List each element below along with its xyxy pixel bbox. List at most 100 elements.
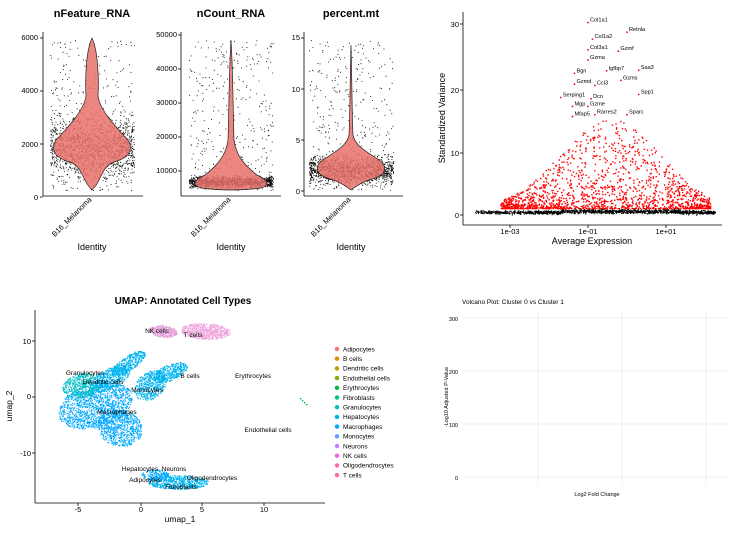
y-tick-label: 0 — [455, 211, 459, 220]
legend-swatch — [334, 434, 340, 439]
gene-label: Gzms — [623, 75, 638, 81]
gene-label: Saa3 — [641, 65, 654, 71]
y-tick-label: 2000 — [21, 140, 38, 149]
y-tick-label: 20000 — [156, 132, 177, 141]
x-tick-label: 0 — [139, 505, 143, 514]
y-tick-label: 0 — [34, 193, 38, 202]
umap-cluster-hepatocytes — [141, 469, 170, 482]
legend-label: T cells — [343, 472, 362, 479]
x-tick-label: -5 — [75, 505, 82, 514]
umap-cluster-fibroblasts — [148, 475, 209, 490]
gene-label: Ccl3 — [597, 80, 608, 86]
labeled-gene-point — [605, 69, 608, 72]
legend-label: Adipocytes — [343, 346, 376, 353]
y-tick-label: 15 — [292, 33, 300, 42]
legend-swatch — [334, 463, 340, 468]
legend-label: Hepatocytes — [343, 414, 380, 421]
labeled-gene-point — [559, 96, 562, 99]
gene-label: Col3a1 — [590, 45, 608, 51]
legend-swatch — [334, 405, 340, 410]
y-tick-label: 0 — [27, 392, 31, 401]
cluster-label: Neurons — [162, 466, 187, 473]
cluster-label: Monocytes — [131, 387, 163, 394]
labeled-gene-point — [573, 83, 576, 86]
y-tick-label: 200 — [449, 370, 458, 376]
non-variable-genes-marks — [475, 207, 716, 216]
legend-swatch — [334, 453, 340, 458]
labeled-gene-point — [587, 105, 589, 108]
labeled-gene-point — [593, 113, 596, 116]
legend-swatch — [334, 414, 340, 420]
gene-label: Igfbp7 — [609, 66, 625, 72]
violin-panel-nfeature: nFeature_RNA 6000 4000 2000 0 B16_Melano… — [21, 8, 143, 252]
x-tick-label: 1e+01 — [655, 227, 676, 236]
x-axis-label: Identity — [216, 242, 246, 252]
legend-label: Neurons — [343, 443, 368, 450]
y-tick-label: 0 — [455, 476, 458, 482]
cluster-label: Endothelial cells — [245, 427, 293, 434]
cluster-label: Granulocytes — [66, 370, 105, 377]
labeled-gene-point — [587, 21, 589, 24]
x-tick-label: 5 — [200, 505, 204, 514]
non-variable-genes — [475, 207, 716, 216]
variable-features-panel: 30 20 10 0 1e-03 1e-01 1e+01 Average Exp… — [437, 12, 722, 246]
legend-swatch — [334, 424, 340, 429]
x-tick-label: B16_Melanoma — [50, 194, 94, 238]
labeled-gene-point — [617, 50, 620, 53]
y-tick-label: 10 — [292, 85, 300, 94]
point-cloud-layer — [50, 40, 727, 490]
umap-cluster-monocytes — [134, 370, 167, 401]
legend-label: Granulocytes — [343, 405, 382, 412]
grid — [462, 310, 730, 484]
violin-shape — [317, 44, 385, 191]
labeled-gene-point — [573, 72, 576, 75]
labeled-gene-point — [590, 97, 592, 100]
legend-label: Oligodendrocytes — [343, 463, 394, 470]
violin-panel-ncount: nCount_RNA 50000 40000 30000 20000 10000… — [156, 8, 281, 252]
variable-genes — [500, 120, 712, 210]
y-tick-label: -10 — [20, 449, 31, 458]
legend-swatch — [334, 472, 340, 478]
x-axis-label: Log2 Fold Change — [574, 492, 619, 498]
legend-label: Macrophages — [343, 424, 383, 431]
x-axis-label: Identity — [77, 242, 107, 252]
y-axis-label: umap_2 — [4, 390, 14, 421]
gene-label: Spp1 — [641, 89, 654, 95]
umap-cluster-nk-cells — [149, 324, 178, 339]
gene-label: Col1a1 — [590, 18, 608, 24]
y-tick-label: 40000 — [156, 64, 177, 73]
y-tick-label: 10 — [23, 337, 31, 346]
variable-genes-marks — [500, 120, 712, 210]
legend-swatch — [334, 443, 340, 449]
y-axis-label: Standardized Variance — [437, 73, 447, 163]
cluster-label: NK cells — [145, 328, 170, 335]
umap-cluster-hepatocytes-marks — [141, 469, 170, 482]
labeled-gene-point — [637, 69, 640, 72]
y-tick-label: 20 — [451, 86, 459, 95]
chart-title: nCount_RNA — [197, 8, 265, 20]
umap-cluster-macrophages-marks — [58, 381, 133, 430]
legend-swatch — [334, 346, 340, 352]
labeled-gene-point — [591, 38, 594, 41]
x-tick-label: B16_Melanoma — [189, 194, 233, 238]
labeled-gene-point — [571, 105, 574, 108]
labeled-gene-point — [587, 59, 589, 61]
x-tick-label: B16_Melanoma — [309, 194, 353, 238]
x-tick-label: 1e-01 — [578, 227, 597, 236]
chart-title: percent.mt — [323, 8, 380, 20]
legend-label: B cells — [343, 356, 363, 363]
labeled-gene-point — [571, 115, 574, 118]
cluster-label: B cells — [180, 373, 200, 380]
chart-title: nFeature_RNA — [54, 8, 130, 20]
cluster-label: Erythrocytes — [235, 373, 272, 380]
volcano-panel: Volcano Plot: Cluster 0 vs Cluster 1 300… — [444, 299, 730, 498]
legend-swatch — [334, 356, 340, 361]
gene-label: Gzme — [590, 101, 605, 107]
gene-label: Serping1 — [563, 93, 585, 99]
cluster-label: Dendritic cells — [83, 379, 124, 386]
legend: Adipocytes B cells Dendritic cells Endothel… — [334, 346, 394, 479]
umap-cluster-monocytes-marks — [134, 370, 167, 401]
legend-swatch — [334, 395, 340, 400]
labeled-gene-point — [626, 31, 628, 34]
